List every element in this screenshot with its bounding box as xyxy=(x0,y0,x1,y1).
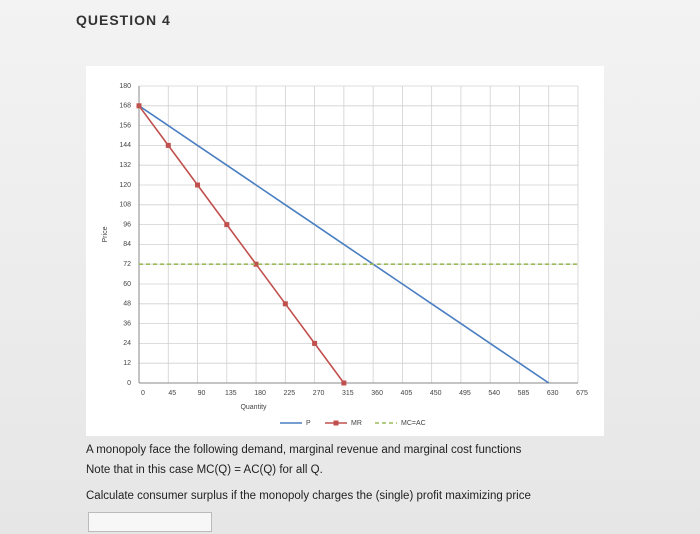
y-tick-label: 132 xyxy=(119,162,131,169)
x-tick-label: 450 xyxy=(430,390,442,397)
y-tick-label: 108 xyxy=(119,202,131,209)
y-tick-label: 84 xyxy=(123,241,131,248)
legend-label: MC=AC xyxy=(401,420,426,427)
x-tick-label: 180 xyxy=(254,390,266,397)
x-tick-label: 405 xyxy=(401,390,413,397)
x-tick-label: 675 xyxy=(576,390,588,397)
question-title: QUESTION 4 xyxy=(76,12,171,28)
series-marker xyxy=(312,340,318,346)
x-tick-label: 630 xyxy=(547,390,559,397)
y-tick-label: 156 xyxy=(119,122,131,129)
question-text: Calculate consumer surplus if the monopo… xyxy=(86,490,531,502)
legend-label: MR xyxy=(351,420,362,427)
y-tick-label: 24 xyxy=(123,340,131,347)
x-tick-label: 225 xyxy=(283,390,295,397)
y-tick-label: 144 xyxy=(119,142,131,149)
y-tick-label: 168 xyxy=(119,103,131,110)
question-text: Note that in this case MC(Q) = AC(Q) for… xyxy=(86,464,323,476)
y-axis-label: Price xyxy=(102,226,109,242)
answer-input[interactable] xyxy=(88,512,212,532)
y-tick-label: 60 xyxy=(123,281,131,288)
y-tick-label: 36 xyxy=(123,320,131,327)
y-tick-label: 72 xyxy=(123,261,131,268)
series-marker xyxy=(224,222,230,228)
question-text: A monopoly face the following demand, ma… xyxy=(86,444,522,456)
x-tick-label: 45 xyxy=(168,390,176,397)
x-tick-label: 360 xyxy=(371,390,383,397)
series-marker xyxy=(136,103,142,109)
x-tick-label: 270 xyxy=(313,390,325,397)
y-tick-label: 120 xyxy=(119,182,131,189)
y-tick-label: 48 xyxy=(123,301,131,308)
x-tick-label: 585 xyxy=(518,390,530,397)
x-tick-label: 495 xyxy=(459,390,471,397)
series-marker xyxy=(282,301,288,307)
y-tick-label: 12 xyxy=(123,360,131,367)
legend-label: P xyxy=(306,420,311,427)
y-tick-label: 180 xyxy=(119,83,131,90)
series-marker xyxy=(341,380,347,386)
x-tick-label: 315 xyxy=(342,390,354,397)
series-line xyxy=(138,105,345,384)
x-tick-label: 0 xyxy=(141,390,145,397)
chart: 0 12 24 36 48 60 72 84 96 108 120 132 144 156 168 180 0 4… xyxy=(86,66,604,436)
y-tick-label: 96 xyxy=(123,221,131,228)
x-tick-label: 540 xyxy=(488,390,500,397)
series-marker xyxy=(195,182,201,188)
y-tick-label: 0 xyxy=(127,380,131,387)
series-marker xyxy=(253,261,259,267)
x-tick-label: 135 xyxy=(225,390,237,397)
series-line xyxy=(138,105,550,384)
series-marker xyxy=(165,142,171,148)
legend-swatch xyxy=(333,420,339,426)
x-tick-label: 90 xyxy=(198,390,206,397)
x-axis-label: Quantity xyxy=(240,404,267,411)
